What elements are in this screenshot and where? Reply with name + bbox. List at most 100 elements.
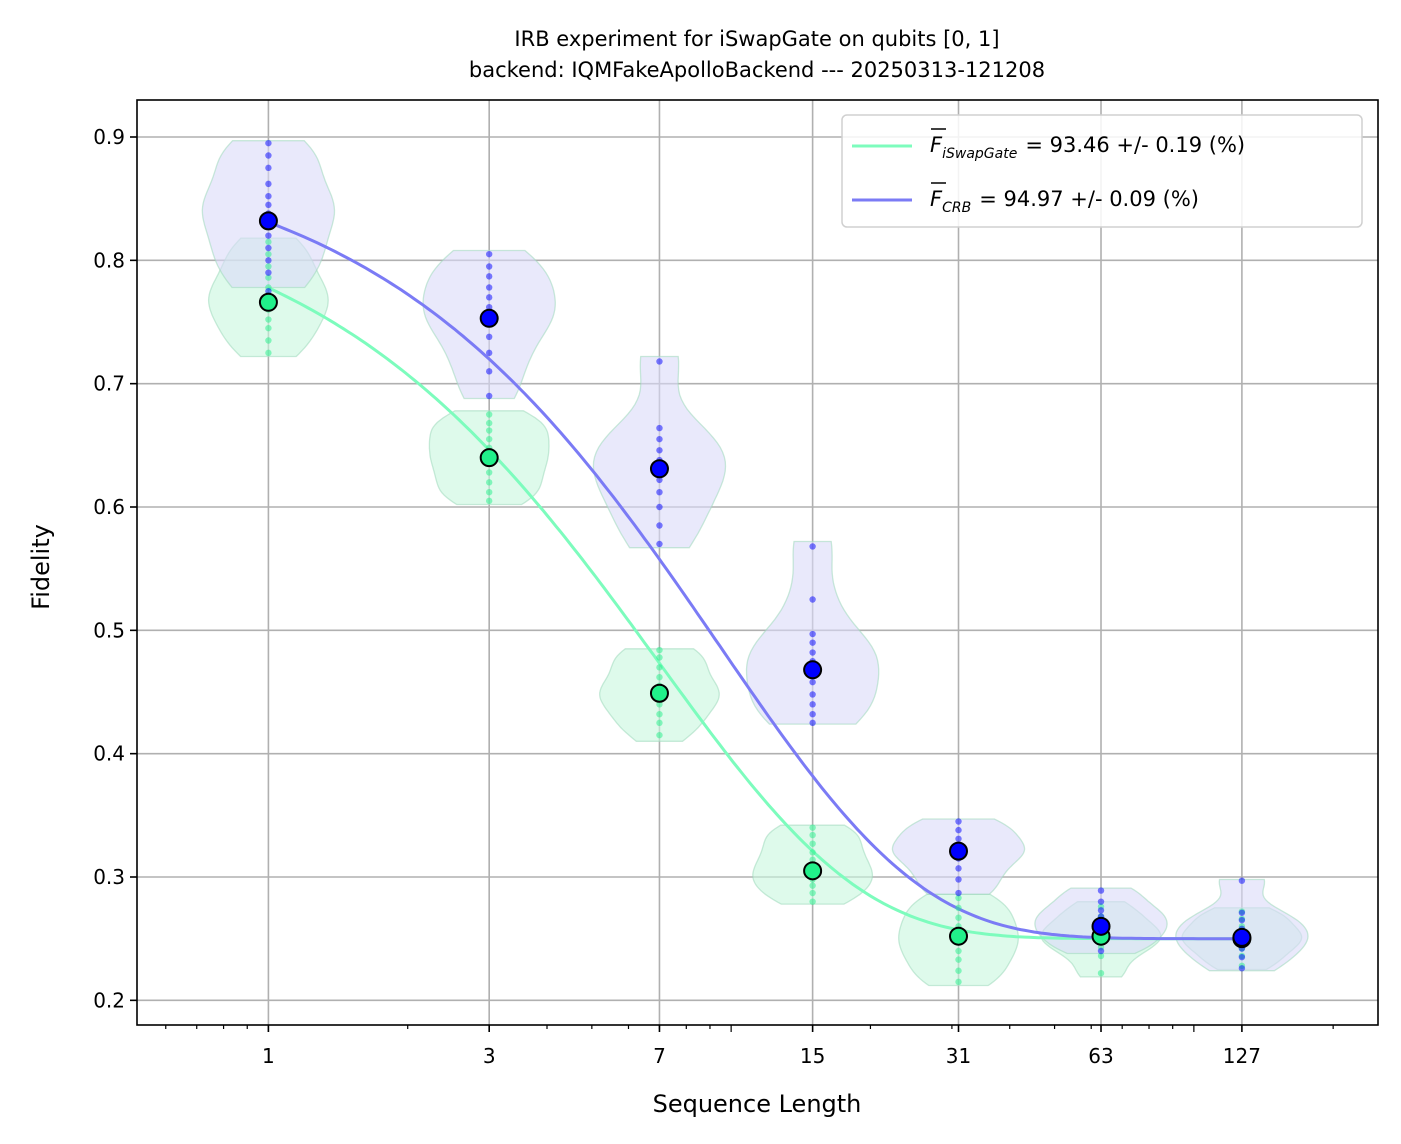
- sample-point-iswapgate: [265, 238, 272, 246]
- sample-point-crb: [265, 257, 272, 264]
- legend-label-crb: FCRB = 94.97 +/- 0.09 (%): [930, 187, 1199, 216]
- sample-point-crb: [656, 522, 663, 529]
- sample-point-iswapgate: [809, 849, 816, 856]
- x-tick-label: 127: [1223, 1044, 1261, 1068]
- sample-point-crb: [955, 826, 962, 834]
- mean-point-crb: [258, 211, 278, 231]
- sample-point-crb: [809, 596, 816, 603]
- sample-point-iswapgate: [485, 419, 493, 427]
- sample-point-iswapgate: [955, 967, 962, 974]
- sample-point-iswapgate: [485, 435, 493, 443]
- mean-point-iswapgate: [803, 861, 823, 881]
- sample-point-iswapgate: [265, 337, 272, 344]
- y-tick-label: 0.4: [93, 742, 125, 766]
- legend-subscript-iswapgate: iSwapGate: [942, 146, 1017, 162]
- sample-point-crb: [1097, 947, 1105, 955]
- chart-title: IRB experiment for iSwapGate on qubits […: [514, 27, 999, 51]
- x-tick-label: 31: [946, 1044, 971, 1068]
- x-tick-label: 1: [262, 1044, 275, 1068]
- sample-point-iswapgate: [955, 956, 962, 963]
- legend-symbol-f: F: [930, 187, 943, 211]
- x-tick-label: 3: [483, 1044, 496, 1068]
- sample-point-crb: [265, 244, 272, 252]
- sample-point-crb: [809, 543, 816, 550]
- sample-point-iswapgate: [485, 497, 493, 505]
- sample-point-crb: [265, 232, 272, 239]
- sample-point-iswapgate: [955, 978, 962, 986]
- sample-point-crb: [485, 263, 493, 270]
- sample-point-iswapgate: [809, 824, 816, 831]
- legend-label-iswapgate: FiSwapGate = 93.46 +/- 0.19 (%): [930, 133, 1245, 162]
- sample-point-iswapgate: [485, 411, 493, 418]
- sample-point-crb: [955, 876, 962, 883]
- sample-point-crb: [485, 333, 493, 340]
- y-axis-label: Fidelity: [27, 524, 55, 610]
- sample-point-crb: [809, 691, 816, 698]
- sample-point-iswapgate: [955, 904, 962, 912]
- sample-point-iswapgate: [265, 263, 272, 270]
- y-tick-label: 0.3: [93, 865, 125, 889]
- mean-point-iswapgate: [258, 292, 278, 312]
- sample-point-crb: [485, 349, 493, 357]
- mean-point-iswapgate: [649, 683, 669, 703]
- sample-point-crb: [809, 649, 816, 656]
- sample-point-crb: [485, 284, 493, 291]
- mean-point-iswapgate: [949, 926, 969, 946]
- sample-point-crb: [265, 193, 272, 200]
- mean-point-crb: [949, 841, 969, 861]
- sample-point-crb: [1097, 907, 1105, 914]
- y-tick-label: 0.9: [93, 125, 125, 149]
- sample-point-crb: [809, 639, 816, 646]
- sample-point-crb: [955, 835, 962, 842]
- sample-point-crb: [955, 865, 962, 872]
- sample-point-iswapgate: [656, 711, 663, 718]
- sample-point-iswapgate: [265, 349, 272, 357]
- sample-point-crb: [656, 424, 663, 432]
- sample-point-iswapgate: [656, 731, 663, 739]
- sample-point-crb: [809, 701, 816, 708]
- legend: FiSwapGate = 93.46 +/- 0.19 (%) FCRB = 94.…: [841, 114, 1363, 228]
- sample-point-iswapgate: [656, 654, 663, 661]
- sample-point-iswapgate: [485, 469, 493, 476]
- sample-point-crb: [809, 719, 816, 727]
- sample-point-iswapgate: [809, 840, 816, 847]
- sample-point-iswapgate: [265, 324, 272, 332]
- sample-point-crb: [656, 476, 663, 484]
- mean-point-crb: [649, 459, 669, 479]
- legend-value-iswapgate: = 93.46 +/- 0.19 (%): [1025, 133, 1245, 157]
- sample-point-crb: [1238, 909, 1246, 916]
- sample-point-iswapgate: [265, 274, 272, 281]
- sample-point-crb: [955, 818, 962, 825]
- sample-point-crb: [485, 294, 493, 301]
- sample-point-iswapgate: [955, 914, 962, 921]
- fit-lines: [267, 220, 1242, 941]
- legend-box: [841, 114, 1363, 228]
- sample-point-crb: [1238, 965, 1246, 972]
- y-tick-label: 0.5: [93, 618, 125, 642]
- sample-point-crb: [265, 152, 272, 159]
- sample-point-crb: [1238, 916, 1246, 924]
- plot-frame: [136, 99, 1379, 1026]
- sample-point-iswapgate: [955, 947, 962, 955]
- fit-line-iswapgate: [267, 286, 1242, 941]
- y-axis: 0.2 0.3 0.4 0.5 0.6 0.7 0.8 0.9: [93, 125, 137, 1012]
- sample-point-iswapgate: [265, 316, 272, 323]
- mean-point-crb: [1091, 916, 1111, 936]
- mean-point-crb: [479, 308, 499, 328]
- x-axis-label: Sequence Length: [653, 1090, 862, 1118]
- mean-point-crb: [803, 660, 823, 680]
- sample-point-crb: [485, 392, 493, 400]
- chart-subtitle: backend: IQMFakeApolloBackend --- 202503…: [469, 58, 1045, 82]
- sample-point-iswapgate: [656, 646, 663, 654]
- sample-point-crb: [656, 540, 663, 548]
- sample-point-crb: [809, 711, 816, 718]
- sample-point-crb: [265, 269, 272, 276]
- sample-point-iswapgate: [485, 489, 493, 496]
- sample-point-crb: [265, 139, 272, 147]
- sample-point-crb: [656, 435, 663, 443]
- sample-point-crb: [656, 358, 663, 365]
- sample-point-crb: [809, 630, 816, 638]
- sample-point-iswapgate: [656, 701, 663, 708]
- sample-point-crb: [1097, 898, 1105, 905]
